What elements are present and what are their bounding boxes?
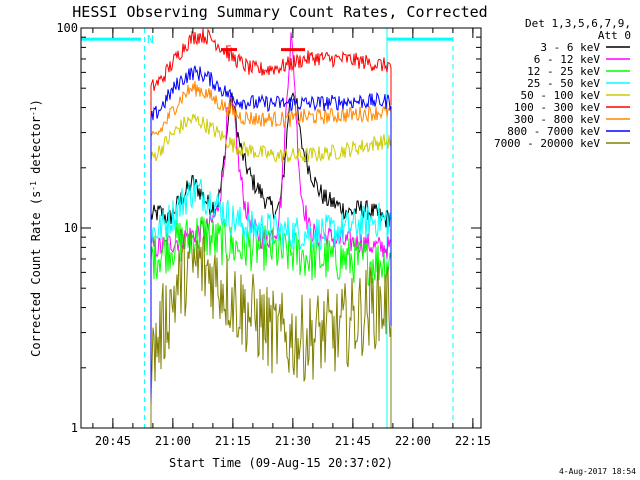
legend-label: 300 - 800 keV bbox=[514, 113, 600, 126]
legend-label: 12 - 25 keV bbox=[527, 65, 600, 78]
x-tick-label: 22:15 bbox=[455, 434, 491, 448]
legend-label: 6 - 12 keV bbox=[534, 53, 601, 66]
legend-label: 100 - 300 keV bbox=[514, 101, 600, 114]
chart-title: HESSI Observing Summary Count Rates, Cor… bbox=[72, 3, 487, 21]
x-axis: 20:45 21:00 21:15 21:30 21:45 22:00 22:15 bbox=[92, 28, 491, 448]
y-tick-label: 100 bbox=[56, 21, 78, 35]
series-line-800-7000-kev bbox=[150, 65, 392, 428]
y-tick-label: 10 bbox=[64, 221, 78, 235]
series-line-25-50-kev bbox=[150, 177, 392, 428]
x-tick-label: 22:00 bbox=[395, 434, 431, 448]
legend-label: 800 - 7000 keV bbox=[507, 125, 600, 138]
legend-label: 25 - 50 keV bbox=[527, 77, 600, 90]
x-axis-label: Start Time (09-Aug-15 20:37:02) bbox=[169, 456, 393, 470]
series-line-50-100-kev bbox=[150, 113, 392, 428]
legend-header-line-1: Det 1,3,5,6,7,9, bbox=[525, 17, 631, 30]
series-line-12-25-kev bbox=[150, 215, 392, 428]
legend-label: 3 - 6 keV bbox=[540, 41, 600, 54]
legend-label: 7000 - 20000 keV bbox=[494, 137, 600, 150]
series-line-7000-20000-kev bbox=[150, 231, 392, 428]
x-tick-label: 20:45 bbox=[95, 434, 131, 448]
series-group bbox=[150, 28, 392, 428]
legend-header-line-2: Att 0 bbox=[598, 29, 631, 42]
flag-label-n: N bbox=[147, 33, 154, 46]
flag-markers: NF bbox=[81, 33, 453, 57]
x-tick-label: 21:15 bbox=[215, 434, 251, 448]
flag-label-f: F bbox=[225, 44, 232, 57]
timestamp: 4-Aug-2017 18:54 bbox=[559, 467, 636, 476]
y-axis: 1 10 100 bbox=[56, 21, 481, 435]
x-tick-label: 21:45 bbox=[335, 434, 371, 448]
y-tick-label: 1 bbox=[71, 421, 78, 435]
series-line-300-800-kev bbox=[150, 80, 392, 428]
x-tick-label: 21:00 bbox=[155, 434, 191, 448]
series-line-100-300-kev bbox=[150, 28, 392, 428]
y-axis-label: Corrected Count Rate (s-1 detector-1) bbox=[29, 99, 44, 357]
vertical-markers bbox=[144, 28, 454, 428]
x-tick-label: 21:30 bbox=[275, 434, 311, 448]
legend-label: 50 - 100 keV bbox=[521, 89, 601, 102]
